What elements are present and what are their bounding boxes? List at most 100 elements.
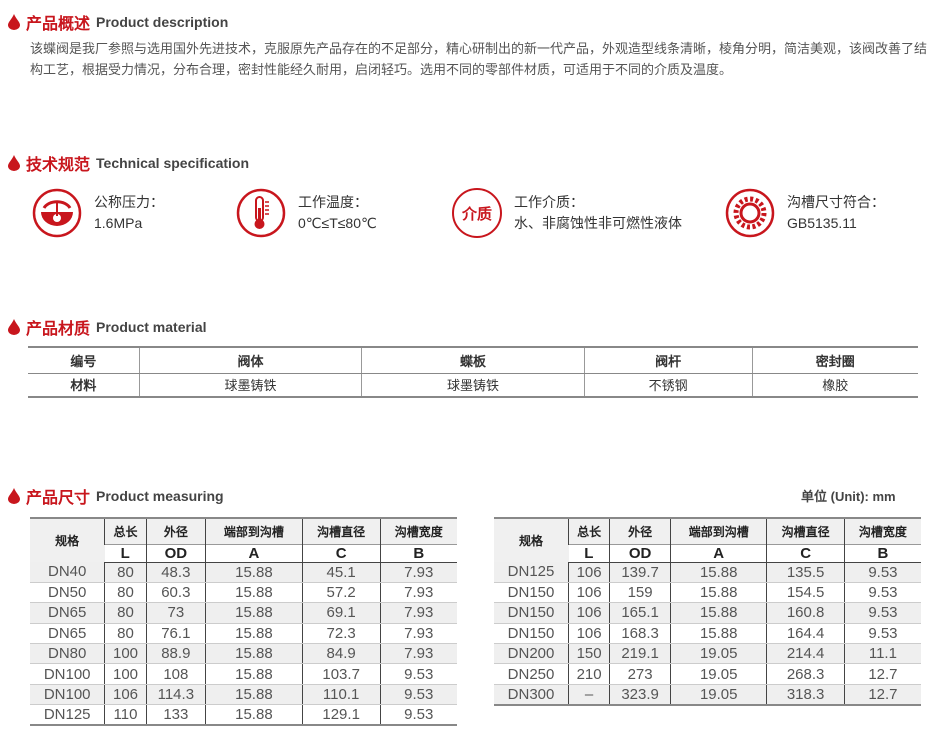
cell: 9.53: [843, 623, 921, 645]
section-title-zh: 产品尺寸: [26, 490, 91, 507]
table-row: DN100 100 108 15.88 103.7 9.53: [30, 663, 457, 685]
flame-icon: [8, 155, 20, 171]
header-cell: 沟槽宽度: [379, 517, 457, 544]
table-header-row: 规格 总长 外径 端部到沟槽 沟槽直径 沟槽宽度: [30, 517, 457, 562]
spec-pressure: 公称压力： 1.6MPa: [32, 188, 164, 238]
cell: 323.9: [609, 684, 671, 706]
table-row: DN65 80 76.1 15.88 72.3 7.93: [30, 623, 457, 645]
cell: 不锈钢: [583, 373, 753, 398]
header-cell: 沟槽直径: [766, 517, 845, 544]
header-cell: 沟槽宽度: [843, 517, 921, 544]
header-cell: 端部到沟槽: [205, 517, 303, 544]
unit-label: 单位 (Unit): mm: [801, 489, 896, 504]
cell: 15.88: [670, 582, 767, 604]
section-title-en: Product description: [96, 14, 229, 30]
header-cell: 规格: [494, 517, 569, 562]
symbol-cell: C: [301, 543, 381, 563]
cell: 110.1: [301, 684, 381, 706]
symbol-cell: C: [766, 543, 845, 563]
symbol-cell: B: [379, 543, 457, 563]
header-cell: 沟槽直径: [301, 517, 381, 544]
cell: 106: [568, 602, 610, 624]
cell: 106: [568, 623, 610, 645]
cell: 80: [104, 623, 147, 645]
cell: 73: [145, 602, 206, 624]
section-title-en: Product measuring: [96, 488, 224, 504]
cell: 7.93: [379, 582, 457, 604]
cell: 165.1: [609, 602, 671, 624]
table-row: DN150 106 168.3 15.88 164.4 9.53: [494, 623, 921, 645]
cell: 15.88: [205, 684, 303, 706]
cell: DN125: [494, 562, 569, 583]
cell: 9.53: [843, 582, 921, 604]
symbol-row: L OD A C B: [494, 543, 921, 563]
flame-icon: [8, 14, 20, 30]
table-row: DN65 80 73 15.88 69.1 7.93: [30, 602, 457, 624]
cell: 168.3: [609, 623, 671, 645]
cell: DN150: [494, 602, 569, 624]
cell: 11.1: [843, 643, 921, 665]
spec-value: 水、非腐蚀性非可燃性液体: [514, 215, 682, 231]
table-row: DN300–323.9 19.05 318.3 12.7: [494, 684, 921, 706]
table-row: DN150 106 159 15.88 154.5 9.53: [494, 582, 921, 604]
table-row: DN40 80 48.3 15.88 45.1 7.93: [30, 562, 457, 583]
section-title-en: Technical specification: [96, 155, 250, 171]
cell: 219.1: [609, 643, 671, 665]
header-cell: 编号: [28, 346, 140, 374]
cell: 100: [104, 643, 147, 665]
spec-label: 工作温度：: [298, 194, 368, 210]
cell: 19.05: [670, 663, 767, 685]
spec-temperature: 工作温度： 0℃≤T≤80℃: [236, 188, 377, 238]
section-header-description: 产品概述 Product description: [8, 10, 228, 34]
cell: 160.8: [766, 602, 845, 624]
description-text: 该蝶阀是我厂参照与选用国外先进技术，克服原先产品存在的不足部分，精心研制出的新一…: [30, 41, 928, 77]
table-row: DN250 210 273 19.05 268.3 12.7: [494, 663, 921, 685]
pressure-gauge-icon: [32, 188, 82, 238]
header-cell: 总长: [568, 517, 610, 544]
table-row: DN125 106 139.7 15.88 135.5 9.53: [494, 562, 921, 583]
cell: 15.88: [670, 562, 767, 583]
table-row: DN125 110 133 15.88 129.1 9.53: [30, 704, 457, 727]
cell: 7.93: [379, 643, 457, 665]
cell: 15.88: [205, 562, 303, 583]
cell: DN50: [30, 582, 105, 604]
cell: 15.88: [670, 623, 767, 645]
section-header-material: 产品材质 Product material: [8, 315, 207, 339]
medium-icon: 介质: [452, 188, 502, 238]
cell: 110: [104, 704, 147, 727]
spec-value: 0℃≤T≤80℃: [298, 215, 377, 231]
cell: 88.9: [145, 643, 206, 665]
cell: 139.7: [609, 562, 671, 583]
cell: 球墨铸铁: [138, 373, 362, 398]
table-row: 材料 球墨铸铁 球墨铸铁 不锈钢 橡胶: [28, 373, 918, 398]
cell: 80: [104, 602, 147, 624]
symbol-cell: B: [843, 543, 921, 563]
header-cell: 端部到沟槽: [670, 517, 767, 544]
table-row: DN150 106 165.1 15.88 160.8 9.53: [494, 602, 921, 624]
header-cell: 密封圈: [751, 346, 918, 374]
header-cell: 蝶板: [361, 346, 585, 374]
spec-label: 公称压力：: [94, 194, 164, 210]
symbol-cell: A: [205, 543, 303, 563]
cell: DN40: [30, 562, 105, 583]
gear-icon: [725, 188, 775, 238]
section-header-measuring: 产品尺寸 Product measuring: [8, 484, 224, 508]
cell: 19.05: [670, 684, 767, 706]
cell: 15.88: [205, 623, 303, 645]
cell: 135.5: [766, 562, 845, 583]
cell: 129.1: [301, 704, 381, 727]
cell: 159: [609, 582, 671, 604]
spec-value: 1.6MPa: [94, 215, 143, 231]
cell: 80: [104, 562, 147, 583]
cell: 7.93: [379, 562, 457, 583]
symbol-cell: L: [104, 543, 147, 563]
spec-label: 工作介质：: [514, 194, 584, 210]
table-row: DN80 100 88.9 15.88 84.9 7.93: [30, 643, 457, 665]
cell: –: [568, 684, 610, 706]
flame-icon: [8, 319, 20, 335]
cell: 106: [104, 684, 147, 706]
cell: 106: [568, 562, 610, 583]
cell: 15.88: [205, 643, 303, 665]
cell: 9.53: [379, 704, 457, 727]
cell: DN250: [494, 663, 569, 685]
